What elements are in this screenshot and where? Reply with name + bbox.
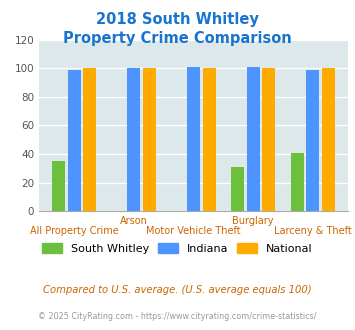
- Bar: [247, 67, 260, 211]
- Text: Property Crime Comparison: Property Crime Comparison: [63, 31, 292, 46]
- Text: Motor Vehicle Theft: Motor Vehicle Theft: [146, 226, 241, 236]
- Bar: [52, 161, 65, 211]
- Bar: [187, 67, 200, 211]
- Text: All Property Crime: All Property Crime: [30, 226, 119, 236]
- Text: Arson: Arson: [120, 216, 148, 226]
- Bar: [291, 152, 304, 211]
- Bar: [231, 167, 244, 211]
- Legend: South Whitley, Indiana, National: South Whitley, Indiana, National: [38, 239, 317, 258]
- Bar: [67, 70, 81, 211]
- Bar: [203, 68, 215, 211]
- Text: Burglary: Burglary: [233, 216, 274, 226]
- Bar: [127, 68, 140, 211]
- Bar: [322, 68, 335, 211]
- Text: © 2025 CityRating.com - https://www.cityrating.com/crime-statistics/: © 2025 CityRating.com - https://www.city…: [38, 312, 317, 321]
- Bar: [306, 70, 320, 211]
- Text: Compared to U.S. average. (U.S. average equals 100): Compared to U.S. average. (U.S. average …: [43, 285, 312, 295]
- Bar: [83, 68, 96, 211]
- Bar: [262, 68, 275, 211]
- Bar: [143, 68, 156, 211]
- Text: 2018 South Whitley: 2018 South Whitley: [96, 12, 259, 26]
- Text: Larceny & Theft: Larceny & Theft: [274, 226, 352, 236]
